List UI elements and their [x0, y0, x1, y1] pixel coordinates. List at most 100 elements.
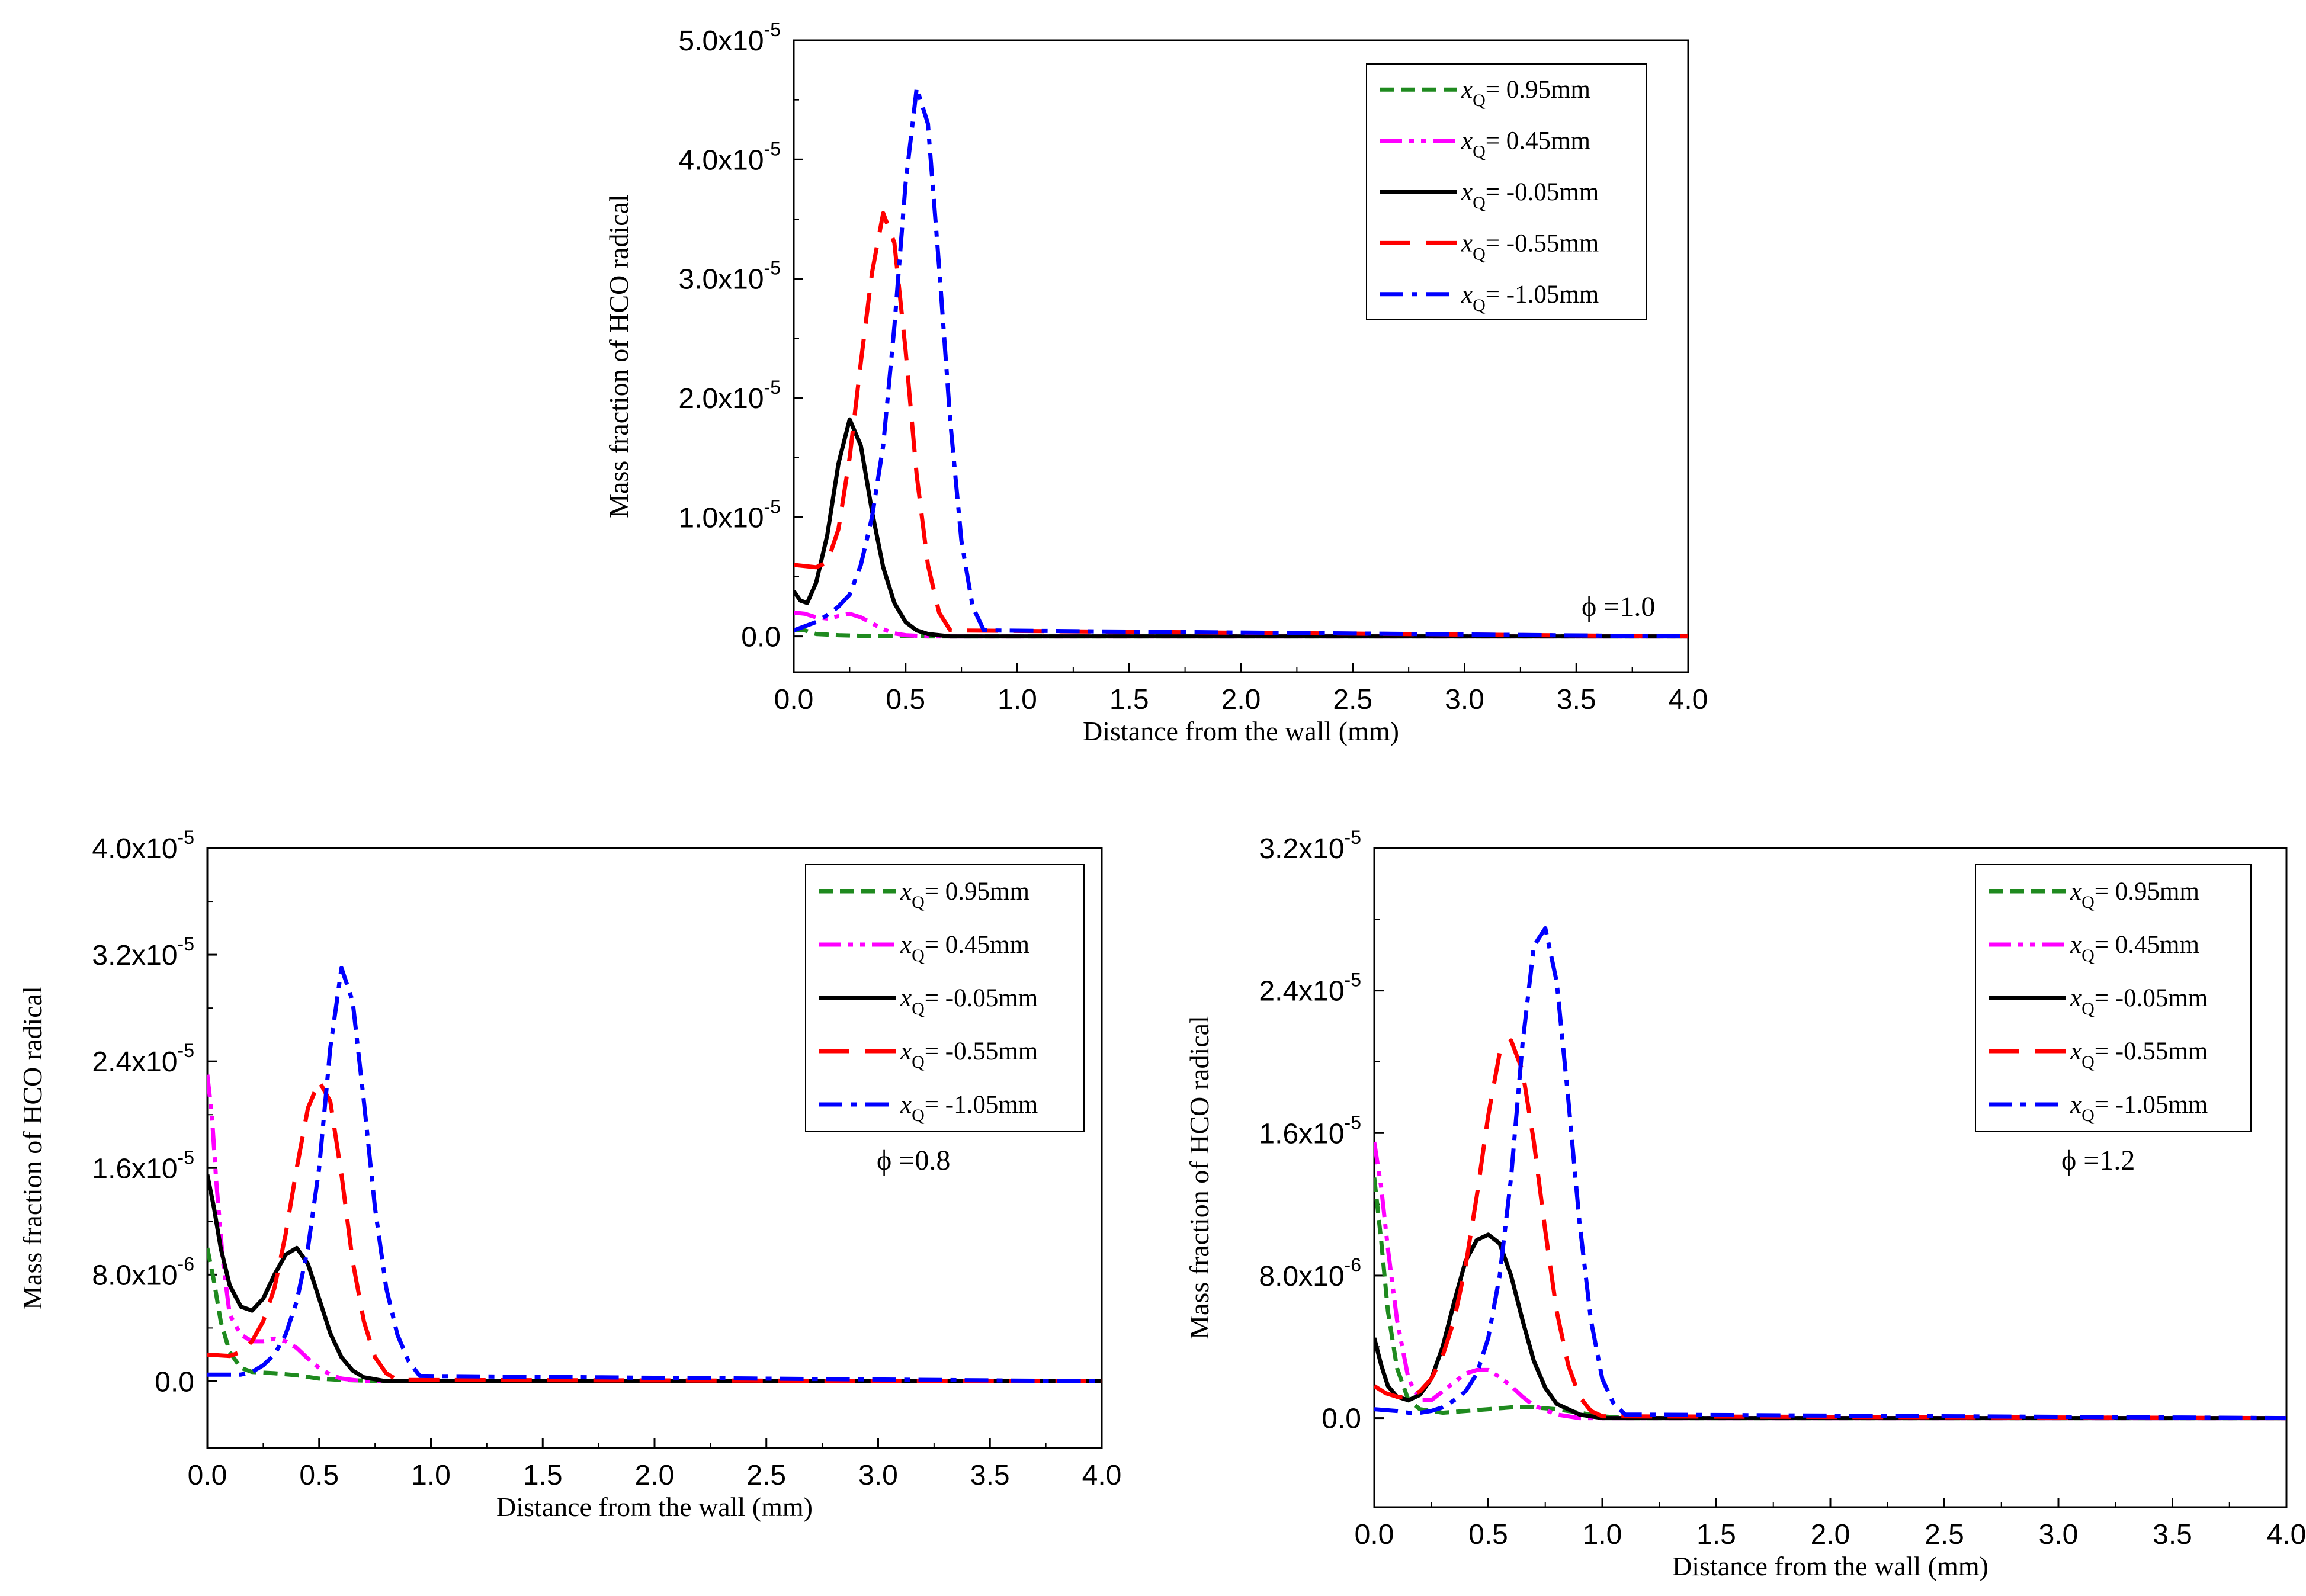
y-tick-exponent: -5 [764, 377, 781, 398]
legend-subscript: Q [1473, 193, 1486, 213]
y-tick-label: 4.0x10-5 [678, 138, 781, 176]
x-tick-label: 2.5 [1925, 1519, 1964, 1550]
y-tick-exponent: -5 [178, 933, 194, 955]
y-tick-label: 8.0x10-6 [1259, 1254, 1361, 1292]
legend-value: = 0.95mm [2095, 878, 2199, 905]
y-tick-exponent: -5 [764, 19, 781, 40]
y-tick-exponent: -5 [1345, 827, 1361, 848]
equivalence-ratio-label: ϕ =0.8 [877, 1145, 950, 1176]
y-tick-mantissa: 1.6x10 [1259, 1118, 1344, 1149]
legend-label-xqm005: xQ= -0.05mm [900, 984, 1038, 1019]
y-tick-label: 2.4x10-5 [92, 1040, 194, 1078]
series-group [1374, 926, 2286, 1421]
legend-subscript: Q [2082, 999, 2095, 1019]
legend-var: x [2070, 984, 2082, 1012]
x-tick-label: 3.5 [1557, 684, 1596, 715]
x-tick-label: 3.0 [1445, 684, 1484, 715]
series-line-xq045 [207, 1074, 1102, 1383]
y-tick-mantissa: 5.0x10 [678, 25, 764, 57]
y-tick-label: 3.0x10-5 [678, 258, 781, 296]
series-line-xqm105 [207, 966, 1102, 1383]
legend-label-xq045: xQ= 0.45mm [2070, 931, 2199, 965]
y-tick-mantissa: 2.4x10 [92, 1046, 177, 1078]
y-tick-mantissa: 3.2x10 [1259, 833, 1344, 865]
legend-subscript: Q [1473, 296, 1486, 315]
legend-var: x [2070, 878, 2082, 905]
y-tick-mantissa: 2.0x10 [678, 383, 764, 415]
y-tick-mantissa: 3.2x10 [92, 940, 177, 971]
y-tick-mantissa: 4.0x10 [678, 144, 764, 176]
legend-subscript: Q [912, 892, 925, 912]
legend-var: x [1461, 229, 1473, 257]
legend-value: = 0.45mm [2095, 931, 2199, 959]
y-axis-title: Mass fraction of HCO radical [17, 986, 47, 1310]
y-tick-label: 1.6x10-5 [1259, 1112, 1361, 1149]
y-tick-mantissa: 1.6x10 [92, 1153, 177, 1184]
legend-subscript: Q [912, 1106, 925, 1125]
y-tick-label: 0.0 [1322, 1404, 1361, 1435]
legend-subscript: Q [912, 999, 925, 1019]
legend-subscript: Q [2082, 892, 2095, 912]
x-tick-label: 1.5 [1109, 684, 1149, 715]
legend-label-xq095: xQ= 0.95mm [900, 878, 1029, 912]
chart-phi10: 0.0 0.5 1.0 1.5 2.0 2.5 3.0 3.5 4.00.01.0x10-52.… [604, 19, 1708, 746]
y-tick-exponent: -5 [764, 138, 781, 159]
legend-label-xq045: xQ= 0.45mm [1461, 127, 1590, 162]
equivalence-ratio-label: ϕ =1.2 [2061, 1145, 2135, 1176]
legend-label-xq095: xQ= 0.95mm [2070, 878, 2199, 912]
x-axis-title: Distance from the wall (mm) [1672, 1551, 1989, 1581]
y-tick-exponent: -6 [178, 1253, 194, 1274]
x-tick-label: 2.0 [635, 1460, 675, 1491]
y-tick-label: 3.2x10-5 [1259, 827, 1361, 865]
x-tick-label: 4.0 [2267, 1519, 2306, 1550]
legend-label-xqm105: xQ= -1.05mm [1461, 281, 1599, 315]
y-axis-title: Mass fraction of HCO radical [1184, 1016, 1214, 1340]
series-line-xqm055 [794, 211, 1688, 639]
legend-value: = -0.55mm [1486, 229, 1599, 257]
x-tick-label: 0.0 [1355, 1519, 1394, 1550]
y-tick-exponent: -5 [178, 827, 194, 848]
legend-value: = -0.05mm [1486, 178, 1599, 206]
legend-subscript: Q [2082, 946, 2095, 965]
y-tick-exponent: -5 [764, 496, 781, 517]
x-tick-label: 0.0 [774, 684, 814, 715]
legend-label-xqm105: xQ= -1.05mm [900, 1091, 1038, 1125]
y-tick-mantissa: 8.0x10 [1259, 1261, 1344, 1292]
series-line-xq045 [794, 610, 1688, 639]
x-tick-label: 1.5 [523, 1460, 563, 1491]
legend-subscript: Q [2082, 1106, 2095, 1125]
legend-var: x [900, 1038, 912, 1065]
x-tick-label: 0.5 [886, 684, 925, 715]
legend-var: x [1461, 281, 1473, 309]
x-tick-label: 1.0 [1583, 1519, 1622, 1550]
x-tick-label: 1.5 [1696, 1519, 1736, 1550]
legend-label-xqm105: xQ= -1.05mm [2070, 1091, 2208, 1125]
legend-var: x [2070, 1038, 2082, 1065]
x-tick-label: 2.0 [1811, 1519, 1850, 1550]
x-tick-label: 4.0 [1082, 1460, 1122, 1491]
x-tick-label: 3.5 [2153, 1519, 2192, 1550]
x-tick-label: 3.0 [858, 1460, 898, 1491]
y-tick-mantissa: 3.0x10 [678, 264, 764, 296]
x-tick-label: 1.0 [411, 1460, 451, 1491]
legend-var: x [2070, 931, 2082, 959]
legend-label-xqm055: xQ= -0.55mm [900, 1038, 1038, 1072]
legend-value: = 0.45mm [1486, 127, 1590, 155]
legend-label-xqm005: xQ= -0.05mm [2070, 984, 2208, 1019]
y-axis-title: Mass fraction of HCO radical [604, 194, 634, 518]
legend-var: x [900, 984, 912, 1012]
legend-value: = 0.95mm [1486, 76, 1590, 104]
series-group [794, 86, 1688, 639]
y-tick-mantissa: 0.0 [155, 1366, 194, 1398]
series-group [207, 966, 1102, 1383]
y-tick-mantissa: 4.0x10 [92, 833, 177, 865]
series-line-xqm005 [207, 1174, 1102, 1383]
legend-value: = 0.95mm [925, 878, 1029, 905]
series-line-xqm105 [1374, 926, 2286, 1421]
series-line-xqm105 [794, 86, 1688, 639]
legend-value: = -0.05mm [2095, 984, 2208, 1012]
legend-label-xq095: xQ= 0.95mm [1461, 76, 1590, 110]
